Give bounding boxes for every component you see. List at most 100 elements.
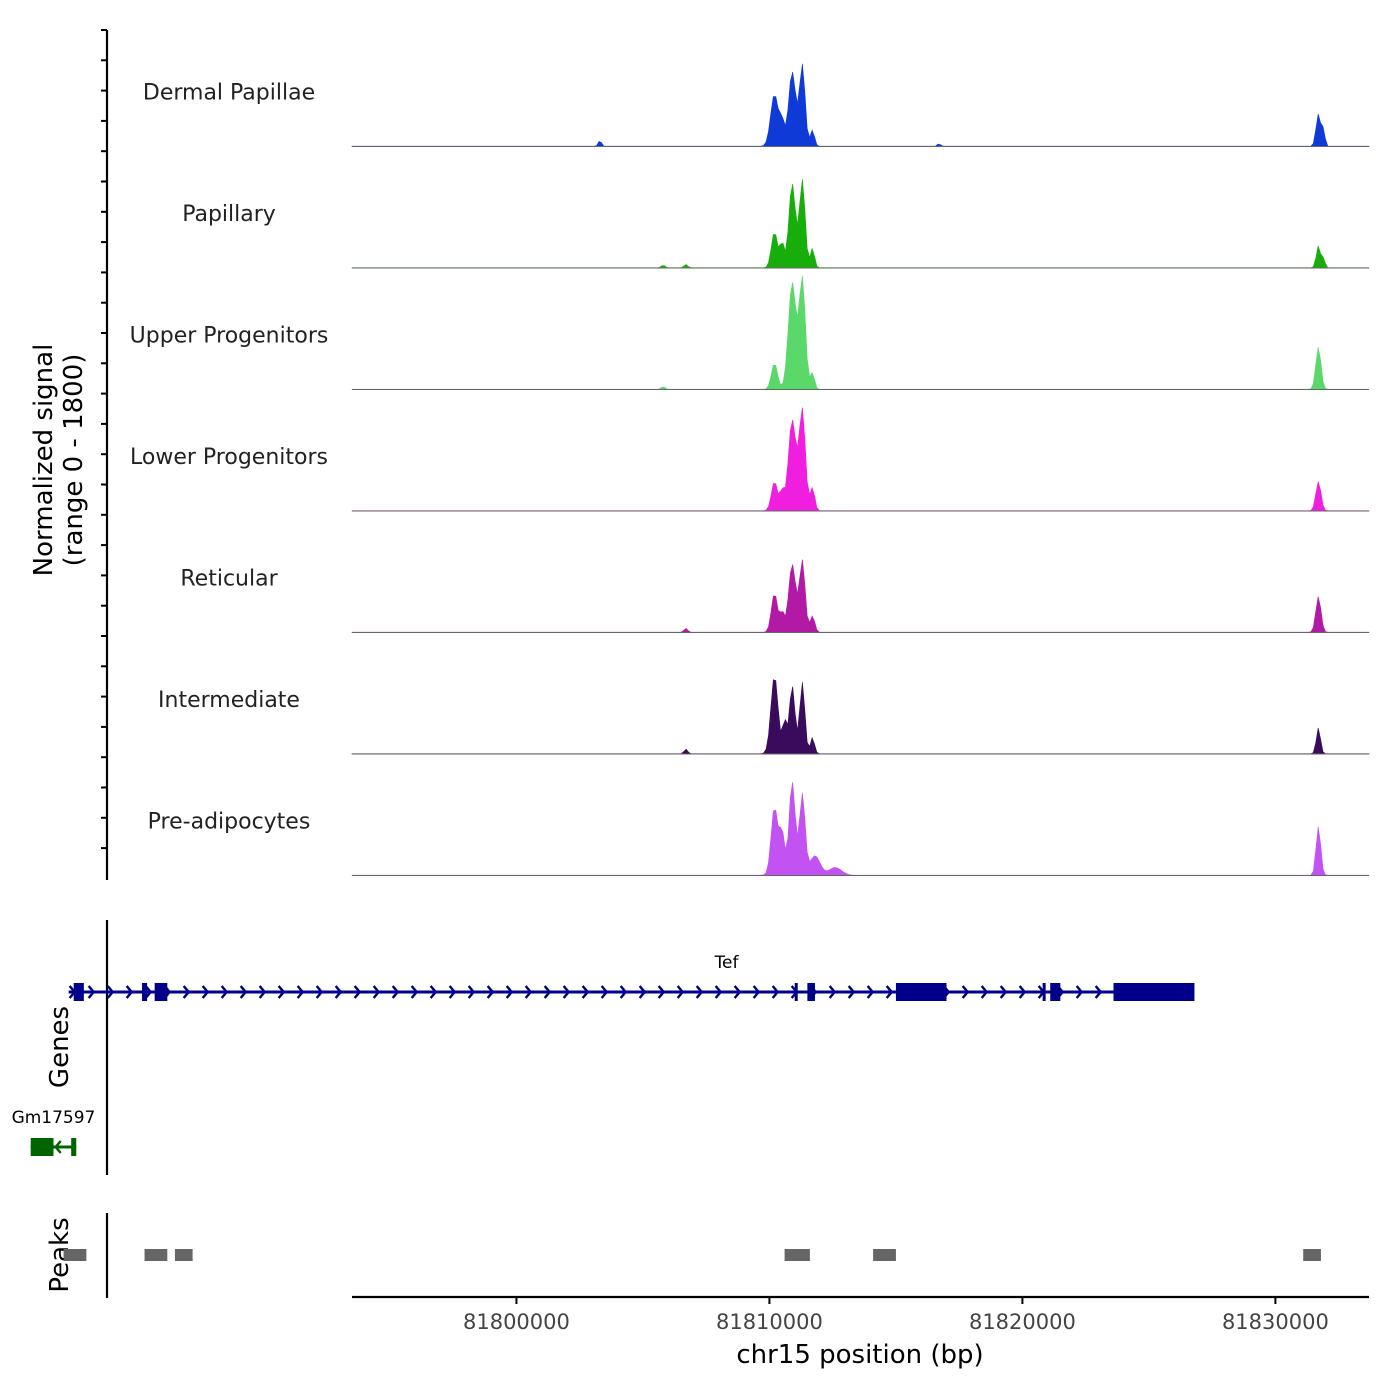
track-0: Dermal Papillae xyxy=(143,63,1370,147)
strand-arrow xyxy=(1075,985,1084,999)
strand-arrow xyxy=(676,985,685,999)
track-label: Dermal Papillae xyxy=(143,81,315,106)
strand-arrow xyxy=(847,985,856,999)
x-tick-label: 81800000 xyxy=(463,1310,570,1334)
gene-exon xyxy=(154,983,168,1001)
strand-arrow xyxy=(980,985,989,999)
strand-arrow xyxy=(391,985,400,999)
strand-arrow xyxy=(1018,985,1027,999)
track-2: Upper Progenitors xyxy=(130,275,1370,390)
strand-arrow xyxy=(638,985,647,999)
strand-arrow xyxy=(562,985,571,999)
x-axis-ticks: 81800000 81810000 81820000 81830000 xyxy=(463,1297,1329,1334)
coverage-area xyxy=(351,275,1370,390)
track-6: Pre-adipocytes xyxy=(148,782,1370,876)
track-label: Intermediate xyxy=(158,688,300,713)
gene-label: Tef xyxy=(714,953,740,973)
genes-panel-label: Genes xyxy=(45,1006,75,1088)
x-tick-label: 81820000 xyxy=(969,1310,1076,1334)
track-label: Lower Progenitors xyxy=(130,445,328,470)
peak-region xyxy=(784,1249,810,1261)
strand-arrow xyxy=(144,985,153,999)
strand-arrow xyxy=(505,985,514,999)
gene-exon xyxy=(71,1138,77,1156)
strand-arrow xyxy=(201,985,210,999)
strand-arrow xyxy=(429,985,438,999)
strand-arrow xyxy=(657,985,666,999)
gene-label: Gm17597 xyxy=(12,1108,96,1128)
strand-arrow xyxy=(467,985,476,999)
strand-arrow xyxy=(410,985,419,999)
strand-arrow xyxy=(106,985,115,999)
peak-region xyxy=(873,1249,896,1261)
track-label: Pre-adipocytes xyxy=(148,810,311,835)
strand-arrow xyxy=(885,985,894,999)
strand-arrow xyxy=(714,985,723,999)
strand-arrow xyxy=(54,1140,62,1154)
coverage-area xyxy=(351,782,1370,876)
strand-arrow xyxy=(581,985,590,999)
track-label: Papillary xyxy=(182,202,276,227)
strand-arrow xyxy=(258,985,267,999)
x-tick-label: 81830000 xyxy=(1222,1310,1329,1334)
strand-arrow xyxy=(486,985,495,999)
coverage-area xyxy=(351,407,1370,512)
gene-exon xyxy=(30,1138,54,1156)
peak-region xyxy=(144,1249,168,1261)
gene-exon xyxy=(142,983,148,1001)
gene-Tef: Tef xyxy=(68,953,1195,1001)
strand-arrow xyxy=(315,985,324,999)
gene-exon xyxy=(807,983,815,1001)
peak-region xyxy=(63,1249,87,1261)
strand-arrow xyxy=(334,985,343,999)
strand-arrow xyxy=(87,985,96,999)
track-3: Lower Progenitors xyxy=(130,407,1370,512)
track-1: Papillary xyxy=(182,179,1370,269)
gene-exon xyxy=(794,983,798,1001)
strand-arrow xyxy=(296,985,305,999)
gene-Gm17597: Gm17597 xyxy=(12,1108,96,1156)
y-axis-title-line2: (range 0 - 1800) xyxy=(59,354,89,567)
strand-arrow xyxy=(220,985,229,999)
strand-arrow xyxy=(999,985,1008,999)
strand-arrow xyxy=(277,985,286,999)
strand-arrow xyxy=(448,985,457,999)
genes-panel: TefZc3h7bGm17597 xyxy=(12,953,1195,1156)
peak-region xyxy=(1303,1249,1321,1261)
gene-exon xyxy=(1050,983,1061,1001)
strand-arrow xyxy=(353,985,362,999)
coverage-area xyxy=(351,679,1370,755)
strand-arrow xyxy=(866,985,875,999)
coverage-area xyxy=(351,179,1370,269)
y-axis-title: Normalized signal (range 0 - 1800) xyxy=(29,344,89,577)
gene-exon xyxy=(1042,983,1046,1001)
coverage-area xyxy=(351,559,1370,633)
strand-arrow xyxy=(771,985,780,999)
strand-arrow xyxy=(125,985,134,999)
gene-exon xyxy=(895,983,947,1001)
strand-arrow xyxy=(752,985,761,999)
coverage-y-ticks xyxy=(101,29,107,850)
coverage-tracks: Dermal Papillae Papillary Upper Progenitor… xyxy=(130,63,1370,876)
peaks-panel xyxy=(63,1249,1321,1261)
peak-region xyxy=(174,1249,193,1261)
strand-arrow xyxy=(733,985,742,999)
track-5: Intermediate xyxy=(158,679,1370,755)
strand-arrow xyxy=(182,985,191,999)
strand-arrow xyxy=(961,985,970,999)
strand-arrow xyxy=(828,985,837,999)
coverage-area xyxy=(351,63,1370,147)
track-label: Upper Progenitors xyxy=(130,324,329,349)
gene-exon xyxy=(1113,983,1195,1001)
gene-exon xyxy=(73,983,84,1001)
strand-arrow xyxy=(543,985,552,999)
strand-arrow xyxy=(600,985,609,999)
x-axis-title: chr15 position (bp) xyxy=(736,1340,983,1370)
strand-arrow xyxy=(695,985,704,999)
strand-arrow xyxy=(372,985,381,999)
x-tick-label: 81810000 xyxy=(716,1310,823,1334)
track-4: Reticular xyxy=(180,559,1370,633)
strand-arrow xyxy=(619,985,628,999)
track-label: Reticular xyxy=(180,567,278,592)
